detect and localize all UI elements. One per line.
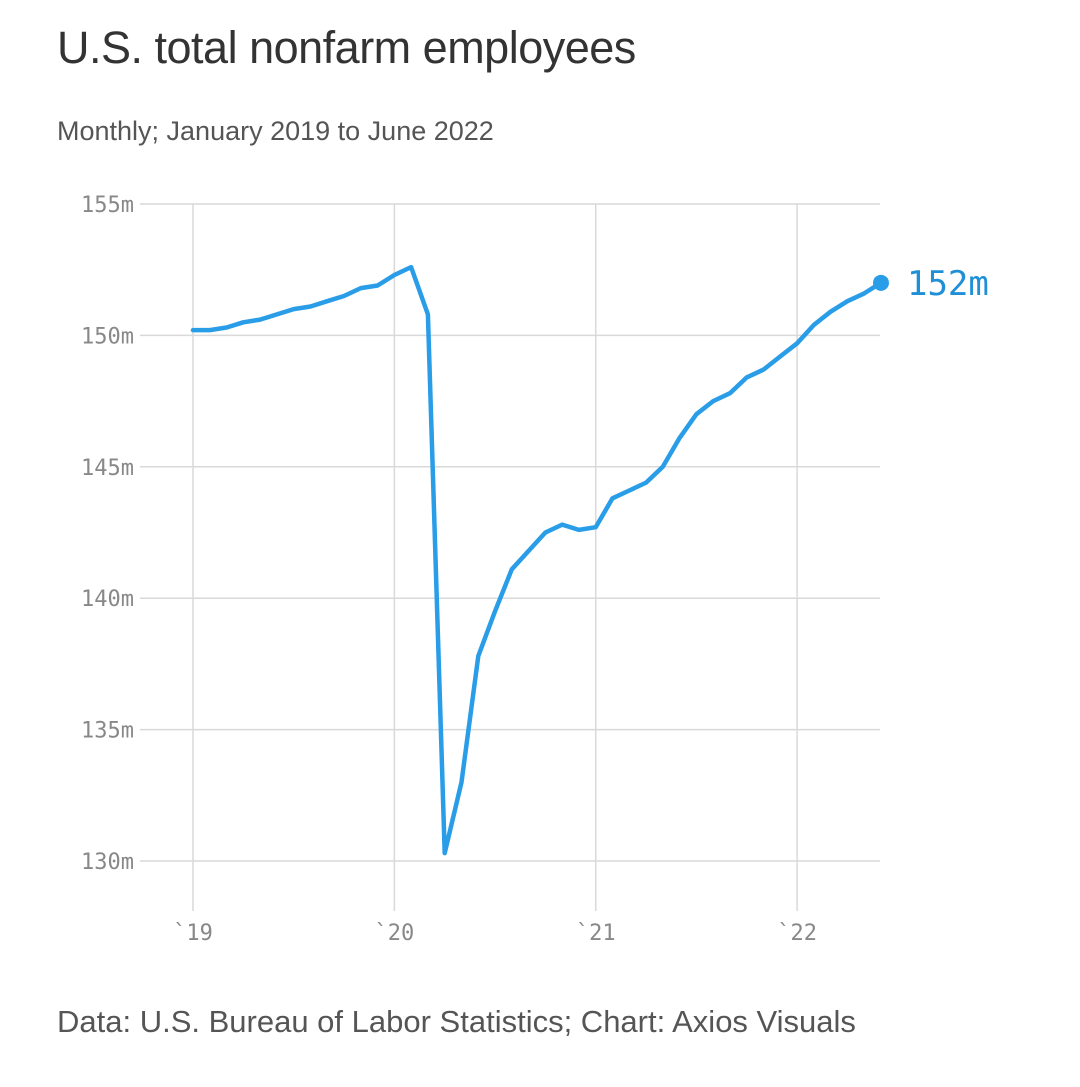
chart-title: U.S. total nonfarm employees [57,22,636,73]
x-tick-label: `19 [173,921,213,946]
x-tick-label: `20 [374,921,414,946]
y-tick-label: 140m [81,587,134,612]
y-tick-label: 145m [81,456,134,481]
y-tick-label: 135m [81,719,134,744]
y-tick-label: 155m [81,193,134,218]
series-line [190,264,884,856]
end-point-label: 152m [907,264,989,304]
x-tick-label: `22 [777,921,817,946]
y-tick-label: 150m [81,324,134,349]
y-tick-label: 130m [81,850,134,875]
source-note: Data: U.S. Bureau of Labor Statistics; C… [57,1004,856,1039]
chart-subtitle: Monthly; January 2019 to June 2022 [57,116,494,146]
end-point-dot [872,274,889,291]
x-tick-label: `21 [576,921,616,946]
